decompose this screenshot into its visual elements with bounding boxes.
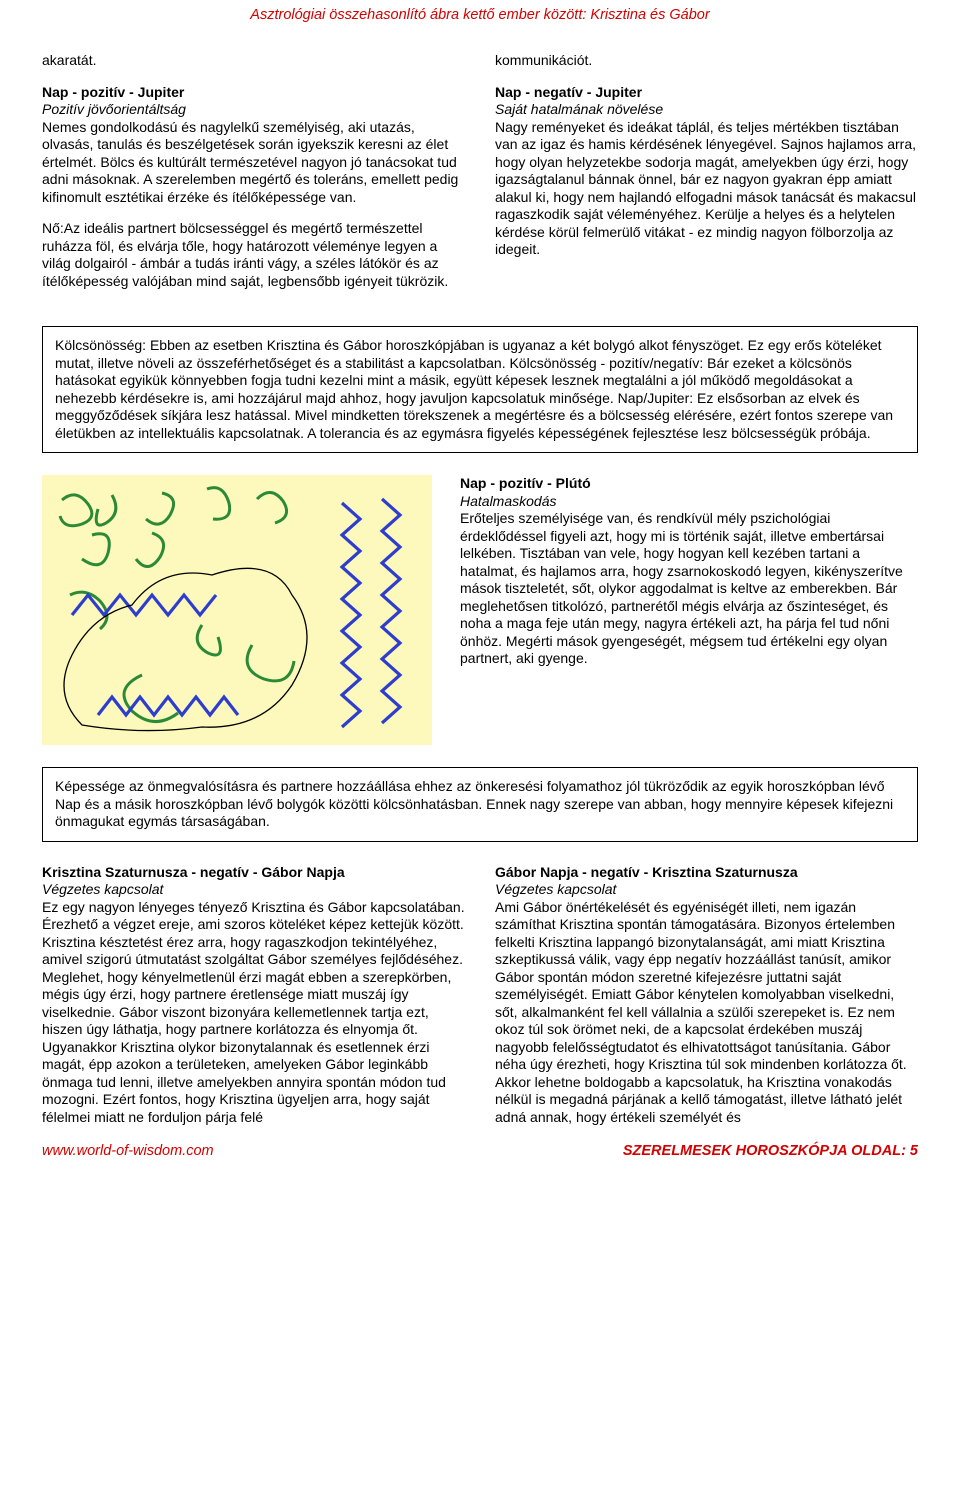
aspect-title: Gábor Napja - negatív - Krisztina Szatur…	[495, 864, 918, 882]
aspect-title: Nap - pozitív - Plútó	[460, 475, 918, 493]
box-selfreal-text: Képessége az önmegvalósításra és partner…	[55, 778, 905, 831]
box-selfreal: Képessége az önmegvalósításra és partner…	[42, 767, 918, 842]
saturn-left-p1: Ez egy nagyon lényeges tényező Krisztina…	[42, 899, 465, 1127]
header-title: Asztrológiai összehasonlító ábra kettő e…	[42, 0, 918, 52]
aspect-subtitle: Végzetes kapcsolat	[42, 881, 465, 899]
box-mutual-text: Kölcsönösség: Ebben az esetben Krisztina…	[55, 337, 905, 442]
intro-fragment-right: kommunikációt.	[495, 52, 918, 70]
aspect-subtitle: Hatalmaskodás	[460, 493, 918, 511]
pluto-p1: Erőteljes személyisége van, és rendkívül…	[460, 510, 918, 668]
aspect-subtitle: Pozitív jövőorientáltság	[42, 101, 465, 119]
decorative-figure	[42, 475, 432, 745]
right-p1: Nagy reményeket és ideákat táplál, és te…	[495, 119, 918, 259]
page-footer: www.world-of-wisdom.com SZERELMESEK HORO…	[42, 1126, 918, 1170]
aspect-title: Nap - negatív - Jupiter	[495, 84, 918, 102]
saturn-right-p1: Ami Gábor önértékelését és egyéniségét i…	[495, 899, 918, 1127]
saturn-columns: Krisztina Szaturnusza - negatív - Gábor …	[42, 864, 918, 1127]
box-mutual: Kölcsönösség: Ebben az esetben Krisztina…	[42, 326, 918, 453]
footer-page: SZERELMESEK HOROSZKÓPJA OLDAL: 5	[623, 1142, 918, 1160]
aspect-title: Nap - pozitív - Jupiter	[42, 84, 465, 102]
aspect-subtitle: Saját hatalmának növelése	[495, 101, 918, 119]
saturn-left: Krisztina Szaturnusza - negatív - Gábor …	[42, 864, 465, 1127]
left-p1: Nemes gondolkodású és nagylelkű személyi…	[42, 119, 465, 207]
footer-url: www.world-of-wisdom.com	[42, 1142, 214, 1160]
saturn-right: Gábor Napja - negatív - Krisztina Szatur…	[495, 864, 918, 1127]
left-column: akaratát. Nap - pozitív - Jupiter Pozití…	[42, 52, 465, 304]
pluto-row: Nap - pozitív - Plútó Hatalmaskodás Erőt…	[42, 475, 918, 745]
right-column: kommunikációt. Nap - negatív - Jupiter S…	[495, 52, 918, 304]
left-p2: Nő:Az ideális partnert bölcsességgel és …	[42, 220, 465, 290]
intro-fragment-left: akaratát.	[42, 52, 465, 70]
top-columns: akaratát. Nap - pozitív - Jupiter Pozití…	[42, 52, 918, 304]
aspect-subtitle: Végzetes kapcsolat	[495, 881, 918, 899]
pluto-text: Nap - pozitív - Plútó Hatalmaskodás Erőt…	[460, 475, 918, 668]
aspect-title: Krisztina Szaturnusza - negatív - Gábor …	[42, 864, 465, 882]
